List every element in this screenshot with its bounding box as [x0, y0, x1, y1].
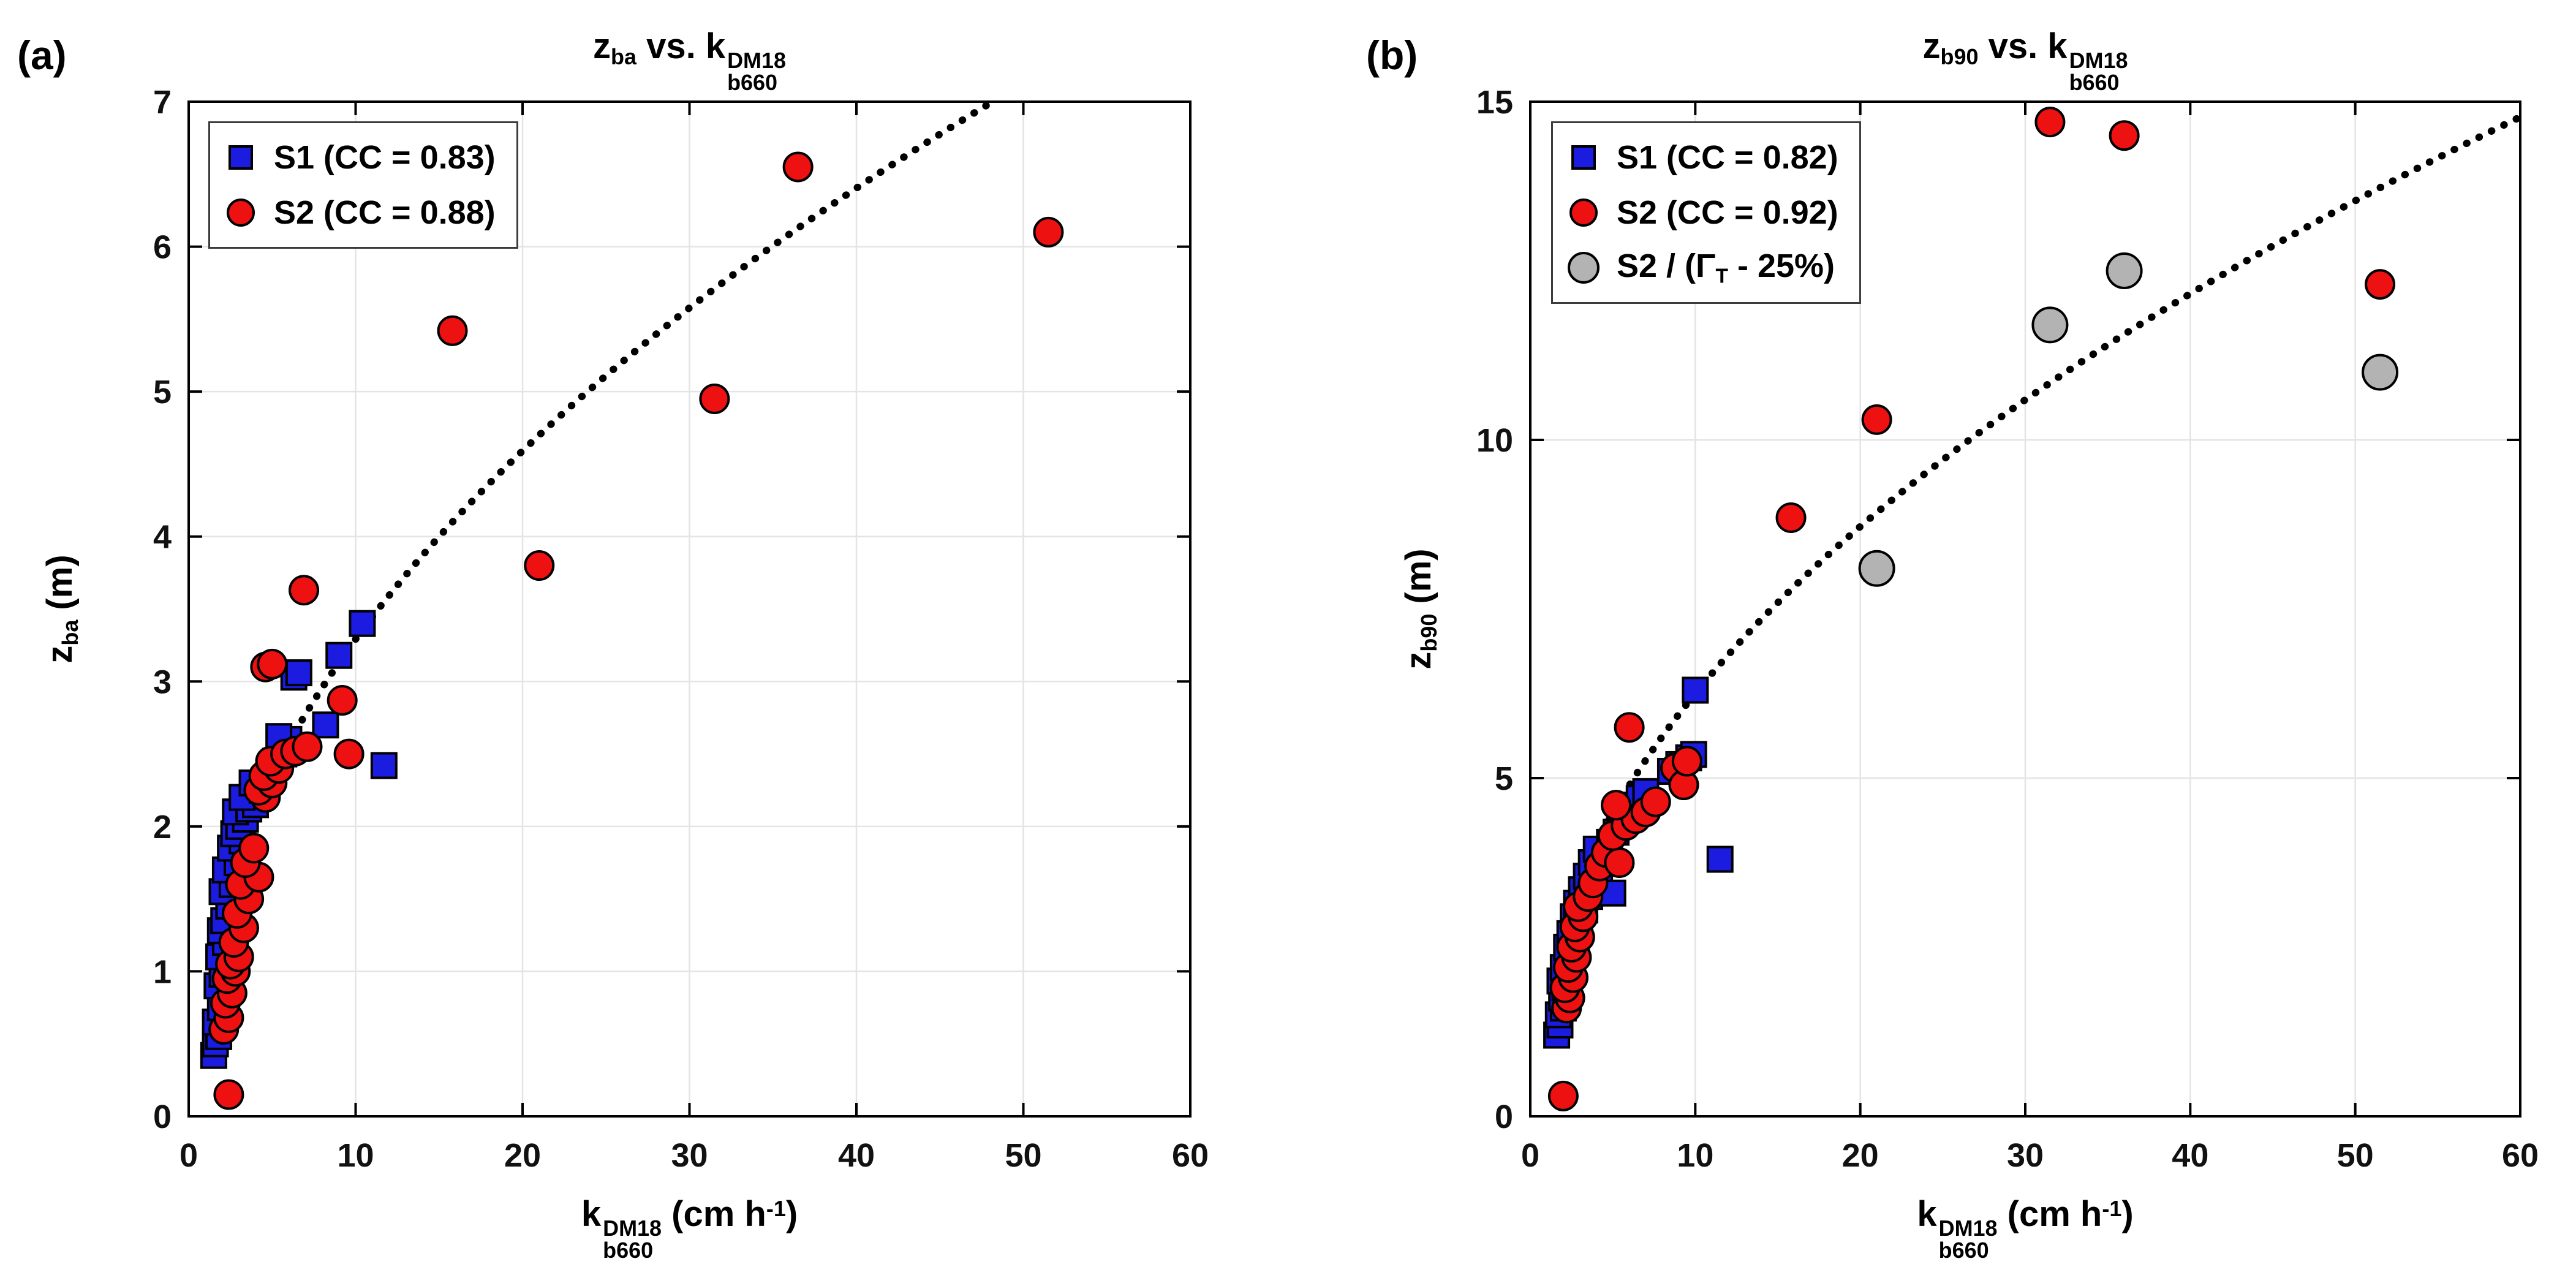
data-point-s2 — [2365, 269, 2396, 300]
title-mid: vs. k — [636, 26, 726, 66]
legend-item-s1: S1 (CC = 0.82) — [1565, 133, 1838, 182]
panel-b-tag: (b) — [1366, 32, 1418, 78]
data-point-s2 — [1640, 786, 1671, 817]
trend-curve — [1559, 113, 2524, 925]
x-tick-label: 10 — [1677, 1137, 1713, 1174]
data-point-s2 — [1614, 712, 1645, 743]
panel-b-legend: S1 (CC = 0.82) S2 (CC = 0.92) S2 / (ΓT -… — [1551, 121, 1861, 304]
red-circle-marker-icon — [1569, 199, 1598, 227]
data-point-s2 — [524, 550, 555, 581]
y-tick-label: 7 — [153, 84, 172, 121]
data-point-s1 — [325, 641, 353, 669]
data-point-s2adj — [1858, 550, 1895, 587]
y-tick-label: 4 — [153, 519, 172, 556]
data-point-s2 — [1033, 216, 1064, 248]
panel-a-tag: (a) — [17, 32, 67, 78]
gray-circle-marker-icon — [1568, 252, 1600, 284]
y-tick-label: 5 — [153, 374, 172, 410]
panel-a-xlabel: k DM18 b660 (cm h-1) — [581, 1194, 798, 1263]
blue-square-marker-icon — [1571, 145, 1596, 170]
x-tick-label: 50 — [1005, 1137, 1041, 1174]
data-point-s2 — [1604, 847, 1635, 878]
x-tick-label: 40 — [2172, 1137, 2208, 1174]
x-tick-label: 10 — [337, 1137, 374, 1174]
panel-b-xlabel: k DM18 b660 (cm h-1) — [1917, 1194, 2134, 1263]
y-tick-label: 15 — [1476, 84, 1513, 121]
y-tick-label: 2 — [153, 809, 172, 846]
x-tick-label: 50 — [2337, 1137, 2374, 1174]
data-point-s2 — [289, 575, 320, 606]
x-tick-label: 30 — [2007, 1137, 2044, 1174]
panel-b-ylabel: zb90 (m) — [1398, 548, 1442, 670]
legend-label: S2 (CC = 0.88) — [274, 194, 496, 231]
y-tick-label: 3 — [153, 664, 172, 700]
red-circle-marker-icon — [227, 199, 255, 227]
data-point-s1 — [312, 711, 339, 739]
y-tick-label: 6 — [153, 229, 172, 266]
y-tick-label: 10 — [1476, 422, 1513, 459]
x-tick-label: 60 — [2502, 1137, 2539, 1174]
panel-a-legend: S1 (CC = 0.83) S2 (CC = 0.88) — [208, 121, 518, 249]
blue-square-marker-icon — [229, 145, 253, 170]
y-tick-label: 1 — [153, 953, 172, 990]
data-point-s2adj — [2106, 252, 2143, 289]
title-k-stack: DM18 b660 — [2069, 48, 2128, 96]
title-k-stack: DM18 b660 — [727, 48, 786, 96]
x-tick-label: 0 — [179, 1137, 198, 1174]
data-point-s2 — [333, 738, 364, 770]
legend-label: S2 / (ΓT - 25%) — [1617, 248, 1835, 288]
data-point-s2 — [782, 151, 814, 183]
data-point-s2adj — [2362, 354, 2399, 391]
data-point-s2 — [238, 833, 270, 864]
data-point-s1 — [1706, 846, 1734, 873]
data-point-s2 — [213, 1079, 244, 1110]
legend-item-s2-adjusted: S2 / (ΓT - 25%) — [1565, 243, 1838, 292]
legend-item-s2: S2 (CC = 0.92) — [1565, 188, 1838, 237]
y-tick-label: 5 — [1495, 760, 1513, 797]
data-point-s1 — [370, 752, 398, 779]
x-tick-label: 0 — [1521, 1137, 1539, 1174]
title-mid: vs. k — [1978, 26, 2068, 66]
x-tick-label: 60 — [1172, 1137, 1209, 1174]
x-tick-label: 20 — [1842, 1137, 1879, 1174]
title-z-sub: ba — [611, 44, 636, 70]
data-point-s2 — [699, 383, 730, 414]
data-point-s2 — [327, 685, 358, 716]
x-tick-label: 40 — [838, 1137, 875, 1174]
panel-b-title: zb90 vs. k DM18 b660 — [1530, 26, 2520, 94]
legend-label: S1 (CC = 0.82) — [1617, 139, 1838, 176]
data-point-s2 — [257, 648, 288, 679]
data-point-s2 — [1861, 404, 1892, 435]
data-point-s1 — [285, 659, 312, 687]
x-tick-label: 20 — [504, 1137, 541, 1174]
data-point-s2 — [2109, 120, 2140, 151]
y-tick-label: 0 — [1495, 1099, 1513, 1135]
data-point-s2adj — [2031, 306, 2069, 344]
legend-item-s1: S1 (CC = 0.83) — [222, 133, 496, 182]
panel-a-ylabel: zba (m) — [39, 554, 83, 664]
title-z: z — [1922, 26, 1941, 66]
title-z: z — [593, 26, 611, 66]
data-point-s2 — [292, 731, 323, 762]
x-tick-label: 30 — [671, 1137, 708, 1174]
data-point-s1 — [1682, 676, 1709, 704]
data-point-s2 — [1671, 746, 1702, 777]
data-point-s2 — [1547, 1080, 1579, 1111]
panel-a-title: zba vs. k DM18 b660 — [189, 26, 1190, 94]
legend-label: S2 (CC = 0.92) — [1617, 194, 1838, 231]
data-point-s1 — [349, 610, 376, 637]
data-point-s2 — [2034, 107, 2066, 138]
legend-item-s2: S2 (CC = 0.88) — [222, 188, 496, 237]
legend-label: S1 (CC = 0.83) — [274, 139, 496, 176]
data-point-s2 — [1775, 502, 1807, 533]
data-point-s2 — [437, 315, 468, 346]
data-point-s2 — [1601, 790, 1632, 821]
y-tick-label: 0 — [153, 1099, 172, 1135]
title-z-sub: b90 — [1940, 44, 1979, 70]
